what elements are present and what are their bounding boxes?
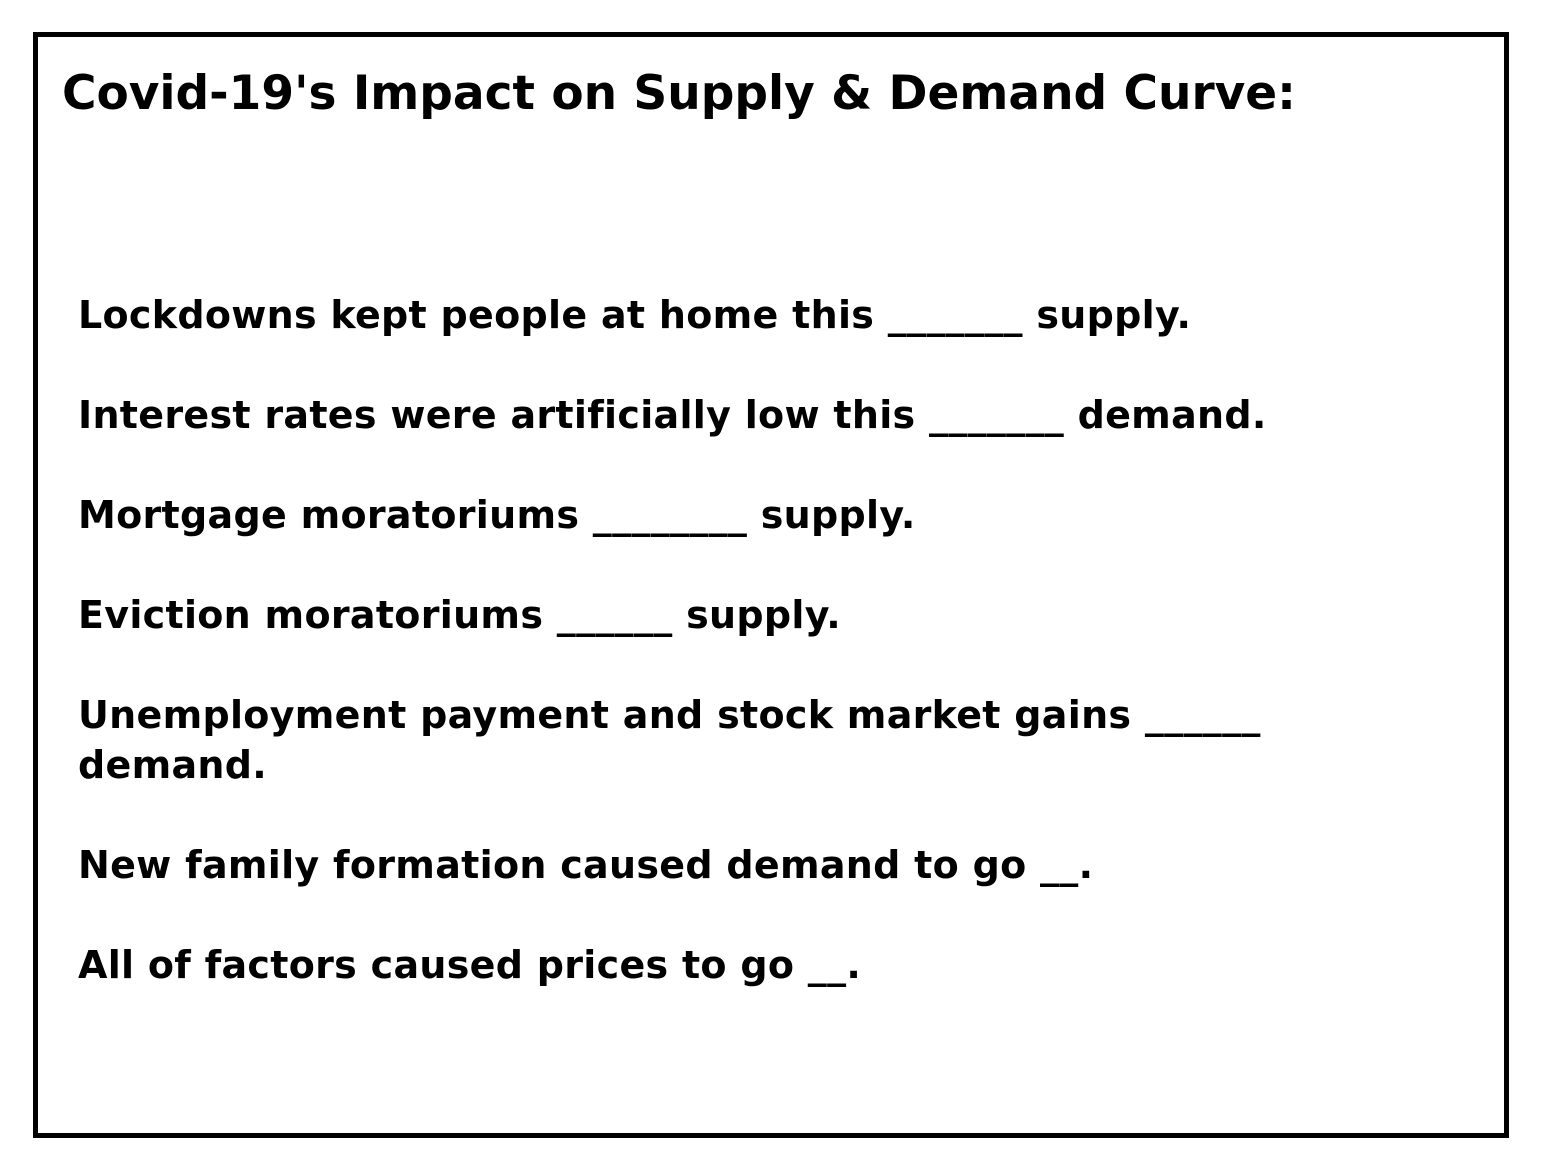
statement-prices: All of factors caused prices to go __.: [78, 943, 862, 987]
statement-mortgage-moratoriums: Mortgage moratoriums ________ supply.: [78, 493, 916, 537]
worksheet-border: [33, 32, 1509, 1138]
statement-eviction-moratoriums: Eviction moratoriums ______ supply.: [78, 593, 842, 637]
statement-unemployment-payment: Unemployment payment and stock market ga…: [78, 693, 1261, 787]
statement-lockdowns: Lockdowns kept people at home this _____…: [78, 293, 1192, 337]
statement-list: Lockdowns kept people at home this _____…: [78, 290, 1368, 1040]
statement-interest-rates: Interest rates were artificially low thi…: [78, 393, 1267, 437]
worksheet-title: Covid-19's Impact on Supply & Demand Cur…: [62, 66, 1296, 121]
statement-family-formation: New family formation caused demand to go…: [78, 843, 1094, 887]
